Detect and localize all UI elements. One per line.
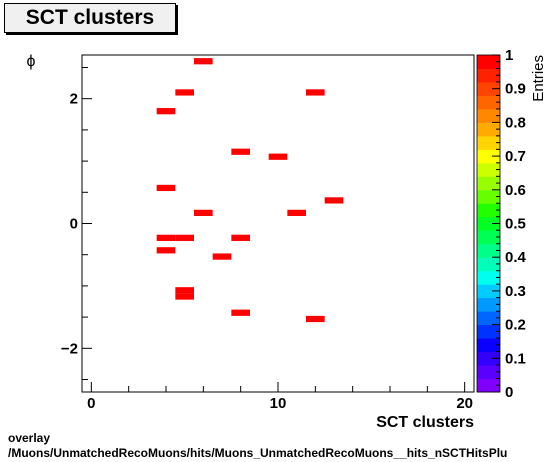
- color-scale-band: [477, 351, 500, 366]
- heatmap-cells: [156, 58, 344, 323]
- heatmap-cell: [156, 234, 176, 241]
- color-scale-band: [477, 378, 500, 393]
- heatmap-cell: [175, 89, 194, 96]
- x-tick-label: 20: [456, 395, 473, 412]
- color-scale-band: [477, 68, 500, 83]
- color-scale-band: [477, 95, 500, 110]
- heatmap-cell: [231, 234, 250, 241]
- color-scale-band: [477, 338, 500, 353]
- color-scale-tick-label: 0.8: [505, 114, 526, 131]
- heatmap-cell: [287, 209, 306, 217]
- color-scale: 0 0.1 0.2 0.3 0.4 0.5 0.6 0.7 0.8 0.9 1: [476, 47, 527, 401]
- color-scale-band: [477, 108, 500, 123]
- color-scale-band: [477, 270, 500, 285]
- color-scale-tick-label: 0.3: [505, 283, 526, 300]
- plot-frame: [81, 54, 475, 393]
- color-scale-tick-label: 0.9: [505, 81, 526, 98]
- y-axis-label: ϕ: [27, 53, 36, 70]
- color-scale-band: [477, 216, 500, 231]
- x-tick-label: 0: [87, 395, 95, 412]
- color-scale-band: [477, 81, 500, 96]
- color-scale-band: [477, 55, 500, 69]
- footer-line-2: /Muons/UnmatchedRecoMuons/hits/Muons_Unm…: [8, 446, 508, 460]
- heatmap-cell: [194, 58, 213, 65]
- heatmap-cell: [268, 153, 288, 160]
- color-scale-tick-label: 0.2: [505, 317, 526, 334]
- heatmap-cell: [175, 293, 194, 300]
- x-tick-label: 10: [270, 395, 287, 412]
- color-scale-tick-label: 0.4: [505, 249, 527, 266]
- heatmap-cell: [306, 315, 325, 323]
- color-scale-tick-label: 0.1: [505, 350, 526, 367]
- color-scale-tick-label: 0.5: [505, 216, 526, 233]
- color-scale-label: Entries: [530, 55, 546, 102]
- color-scale-band: [477, 149, 500, 164]
- y-tick-label: −2: [61, 340, 78, 357]
- color-scale-tick-label: 0.6: [505, 182, 526, 199]
- heatmap-cell: [194, 209, 213, 217]
- color-scale-tick-label: 1: [505, 47, 513, 64]
- color-scale-band: [477, 230, 500, 245]
- color-scale-band: [477, 243, 500, 258]
- color-scale-band: [477, 189, 500, 204]
- color-scale-band: [477, 122, 500, 137]
- heatmap-cell: [231, 148, 250, 155]
- color-scale-band: [477, 311, 500, 326]
- footer-line-1: overlay: [8, 431, 51, 445]
- color-scale-band: [477, 284, 500, 299]
- color-scale-band: [477, 257, 500, 272]
- heatmap-cell: [324, 197, 344, 204]
- x-axis: 0 10 20: [87, 382, 473, 412]
- y-tick-label: 2: [70, 91, 78, 108]
- heatmap-cell: [231, 309, 250, 316]
- chart-title: SCT clusters: [4, 3, 176, 33]
- heatmap-cell: [156, 247, 176, 254]
- color-scale-band: [477, 324, 500, 339]
- color-scale-band: [477, 176, 500, 191]
- heatmap-cell: [156, 108, 176, 115]
- color-scale-tick-label: 0: [505, 384, 513, 401]
- heatmap-cell: [212, 253, 232, 260]
- color-scale-band: [477, 297, 500, 312]
- color-scale-tick-label: 0.7: [505, 148, 526, 165]
- x-axis-label: SCT clusters: [376, 414, 474, 431]
- color-scale-band: [477, 203, 500, 218]
- color-scale-band: [477, 135, 500, 150]
- heatmap-cell: [175, 287, 194, 294]
- heatmap-cell: [306, 89, 325, 96]
- color-scale-band: [477, 162, 500, 177]
- y-tick-label: 0: [70, 216, 78, 233]
- heatmap-cell: [156, 184, 176, 192]
- y-axis: −2 0 2: [61, 66, 92, 381]
- color-scale-band: [477, 365, 500, 380]
- heatmap-cell: [175, 234, 194, 241]
